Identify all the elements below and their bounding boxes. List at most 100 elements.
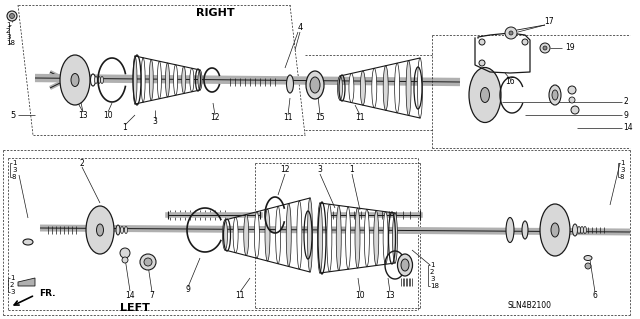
Text: 1: 1 [349,166,355,174]
Ellipse shape [522,221,528,239]
Text: 8: 8 [620,174,625,180]
Ellipse shape [327,204,332,272]
Text: 19: 19 [565,43,575,53]
Text: 3: 3 [620,167,625,173]
Text: 1: 1 [6,22,10,28]
Circle shape [479,60,485,66]
Ellipse shape [401,259,409,271]
Text: 2: 2 [623,98,628,107]
Text: 13: 13 [78,110,88,120]
Text: 8: 8 [12,174,17,180]
Ellipse shape [157,61,161,99]
Ellipse shape [223,220,227,250]
Text: 3: 3 [152,117,157,127]
Circle shape [479,39,485,45]
Text: 3: 3 [430,276,435,282]
Ellipse shape [395,63,399,113]
Circle shape [540,43,550,53]
Text: 9: 9 [623,110,628,120]
Ellipse shape [584,226,586,234]
Text: 4: 4 [298,24,303,33]
Text: 17: 17 [544,18,554,26]
Ellipse shape [276,206,280,264]
Text: FR.: FR. [39,288,55,298]
Polygon shape [18,278,35,286]
Ellipse shape [549,85,561,105]
Ellipse shape [97,224,104,236]
Ellipse shape [337,76,342,100]
Ellipse shape [372,68,377,108]
Text: 12: 12 [211,114,220,122]
Circle shape [543,46,547,50]
Ellipse shape [349,73,354,103]
Circle shape [571,106,579,114]
Ellipse shape [374,211,379,265]
Ellipse shape [383,66,388,110]
Ellipse shape [86,206,114,254]
Circle shape [144,258,152,266]
Circle shape [568,86,576,94]
Ellipse shape [265,209,270,261]
Ellipse shape [392,213,397,263]
Ellipse shape [469,68,501,122]
Text: 14: 14 [623,123,632,132]
Ellipse shape [573,224,577,236]
Ellipse shape [71,73,79,86]
Text: 3: 3 [12,167,17,173]
Ellipse shape [297,201,302,269]
Ellipse shape [60,55,90,105]
Text: 2: 2 [430,269,435,275]
Text: 6: 6 [593,291,597,300]
Text: 18: 18 [6,40,15,46]
Ellipse shape [23,239,33,245]
Text: 1: 1 [430,262,435,268]
Circle shape [505,27,517,39]
Ellipse shape [481,87,490,102]
Ellipse shape [540,204,570,256]
Ellipse shape [125,226,127,234]
Ellipse shape [244,214,249,256]
Ellipse shape [95,77,97,84]
Ellipse shape [306,71,324,99]
Text: 5: 5 [10,110,15,120]
Ellipse shape [577,226,580,234]
Ellipse shape [355,208,360,268]
Text: 2: 2 [6,28,10,34]
Text: 11: 11 [236,291,244,300]
Ellipse shape [133,56,137,104]
Ellipse shape [90,74,95,86]
Text: 1: 1 [620,160,625,166]
Circle shape [140,254,156,270]
Text: 7: 7 [150,291,154,300]
Text: 9: 9 [186,286,191,294]
Ellipse shape [406,61,411,115]
Ellipse shape [97,77,100,84]
Ellipse shape [166,63,170,97]
Text: 2: 2 [10,282,14,288]
Text: 15: 15 [315,114,325,122]
Ellipse shape [397,254,413,276]
Ellipse shape [120,226,124,234]
Ellipse shape [173,65,178,95]
Text: 10: 10 [355,291,365,300]
Ellipse shape [364,209,369,267]
Text: 1: 1 [123,123,127,132]
Text: 2: 2 [79,159,84,167]
Circle shape [120,248,130,258]
Ellipse shape [287,75,294,93]
Circle shape [122,257,128,263]
Text: 18: 18 [430,283,439,289]
Ellipse shape [149,60,153,100]
Ellipse shape [551,223,559,237]
Text: 14: 14 [125,291,135,300]
Text: SLN4B2100: SLN4B2100 [508,300,552,309]
Ellipse shape [307,198,312,272]
Ellipse shape [254,212,259,258]
Text: 12: 12 [280,166,290,174]
Circle shape [585,263,591,269]
Ellipse shape [233,217,238,253]
Text: LEFT: LEFT [120,303,150,313]
Text: 1: 1 [12,160,17,166]
Ellipse shape [190,68,194,92]
Ellipse shape [346,207,351,269]
